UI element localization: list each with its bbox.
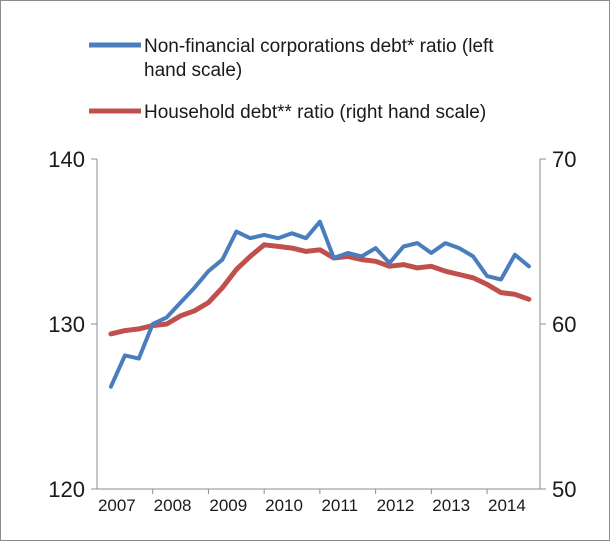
x-tick-label: 2008 [154,496,192,515]
right-y-tick-label: 70 [552,147,576,172]
series-line-household-debt [108,242,532,337]
x-tick-label: 2009 [209,496,247,515]
right-y-tick-label: 60 [552,312,576,337]
right-y-tick-label: 50 [552,477,576,502]
legend-label-corporations-line2: hand scale) [144,60,242,81]
tick-marks [91,158,546,494]
left-y-tick-label: 130 [48,312,85,337]
axes: 120 130 140 50 60 70 2007 2008 2009 2010 2011 201… [48,147,576,515]
left-y-tick-label: 140 [48,147,85,172]
data-series [108,219,532,389]
x-tick-label: 2007 [98,496,136,515]
x-tick-label: 2012 [377,496,415,515]
legend: Non-financial corporations debt* ratio (… [89,36,494,123]
legend-label-corporations-line1: Non-financial corporations debt* ratio (… [144,36,494,57]
x-tick-label: 2011 [321,496,358,515]
x-tick-label: 2013 [432,496,470,515]
legend-label-household: Household debt** ratio (right hand scale… [144,102,486,123]
left-y-tick-labels: 120 130 140 [48,147,85,502]
left-y-tick-label: 120 [48,477,85,502]
right-y-tick-labels: 50 60 70 [552,147,576,502]
x-tick-label: 2010 [265,496,303,515]
series-line-corporations-debt [108,219,531,389]
x-tick-labels: 2007 2008 2009 2010 2011 2012 2013 2014 [98,496,526,515]
x-tick-label: 2014 [488,496,526,515]
